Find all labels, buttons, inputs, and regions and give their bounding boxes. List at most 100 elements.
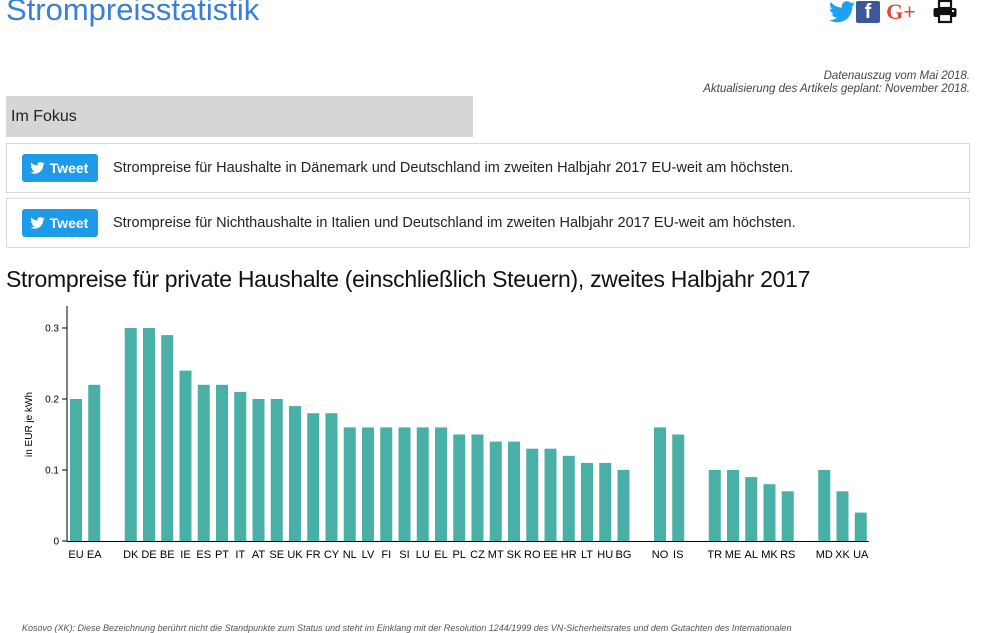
category-label: FI <box>381 549 391 561</box>
bar-be <box>161 335 174 541</box>
bar-mk <box>763 484 776 541</box>
tweet-button-label: Tweet <box>49 215 89 231</box>
category-label: BE <box>160 549 175 561</box>
google-plus-icon[interactable]: G+ <box>886 0 916 24</box>
category-label: NL <box>343 549 357 561</box>
fokus-item: Tweet Strompreise für Nichthaushalte in … <box>6 198 970 248</box>
twitter-bird-icon <box>29 162 45 174</box>
bar-md <box>818 470 831 541</box>
bar-eu <box>70 399 82 541</box>
category-label: LU <box>416 549 430 561</box>
bar-xk <box>836 491 849 541</box>
bar-pl <box>453 434 466 541</box>
category-label: HU <box>597 549 613 561</box>
tweet-button[interactable]: Tweet <box>22 154 98 182</box>
page-title: Strompreisstatistik <box>6 0 260 27</box>
bar-ua <box>854 512 867 541</box>
category-label: HR <box>561 549 577 561</box>
y-tick-label: 0.2 <box>45 395 59 406</box>
social-share-bar: f G+ <box>829 0 959 24</box>
bar-cy <box>325 413 338 541</box>
bar-mt <box>489 441 502 541</box>
category-label: TR <box>707 549 722 561</box>
bar-me <box>727 470 739 541</box>
bar-si <box>398 427 411 541</box>
facebook-icon[interactable]: f <box>856 1 880 23</box>
category-label: SE <box>269 549 284 561</box>
meta-extract-date: Datenauszug vom Mai 2018. <box>823 70 970 82</box>
category-label: IE <box>180 549 190 561</box>
category-label: PL <box>453 549 466 561</box>
fokus-heading: Im Fokus <box>6 96 473 137</box>
fokus-item-text: Strompreise für Nichthaushalte in Italie… <box>113 215 796 231</box>
bar-sk <box>508 441 520 541</box>
category-label: MD <box>816 549 833 561</box>
bar-cz <box>471 434 484 541</box>
bar-at <box>252 399 265 541</box>
category-label: IT <box>235 549 245 561</box>
category-label: DE <box>141 549 156 561</box>
bar-ee <box>544 448 557 541</box>
bar-hr <box>562 455 575 541</box>
fokus-item-text: Strompreise für Haushalte in Dänemark un… <box>113 160 794 176</box>
bar-es <box>197 384 210 541</box>
category-label: RS <box>780 549 795 561</box>
bar-ie <box>179 370 192 541</box>
category-label: CZ <box>470 549 485 561</box>
category-label: EL <box>434 549 447 561</box>
data-extract-info: Datenauszug vom Mai 2018. Aktualisierung… <box>703 70 970 96</box>
bar-lv <box>362 427 374 541</box>
bar-nl <box>343 427 356 541</box>
bar-lu <box>416 427 429 541</box>
bar-rs <box>781 491 794 541</box>
bar-hu <box>599 462 612 541</box>
bar-se <box>270 399 283 541</box>
category-label: NO <box>652 549 669 561</box>
twitter-bird-icon <box>29 217 45 229</box>
category-label: BG <box>616 549 632 561</box>
y-tick-label: 0 <box>53 537 59 548</box>
bar-uk <box>289 406 301 541</box>
twitter-icon[interactable] <box>829 1 855 23</box>
bar-tr <box>708 470 721 541</box>
category-label: AL <box>745 549 758 561</box>
category-label: LT <box>581 549 593 561</box>
print-icon[interactable] <box>931 0 959 24</box>
category-label: MT <box>488 549 504 561</box>
bar-ro <box>526 448 539 541</box>
category-label: UA <box>853 549 869 561</box>
bar-dk <box>124 328 137 541</box>
y-tick-label: 0.3 <box>45 324 59 335</box>
bar-pt <box>216 384 228 541</box>
chart-title: Strompreise für private Haushalte (einsc… <box>6 266 811 292</box>
bar-bg <box>617 470 630 541</box>
category-label: MK <box>761 549 778 561</box>
category-label: FR <box>306 549 321 561</box>
category-label: AT <box>252 549 266 561</box>
bar-fr <box>307 413 320 541</box>
category-label: EU <box>68 549 83 561</box>
bar-is <box>672 434 685 541</box>
category-label: IS <box>673 549 683 561</box>
price-bar-chart: 0 0.1 0.2 0.3 in EUR je kWh EU EA DK DE BE IE ES PT I… <box>24 306 869 561</box>
category-label: RO <box>524 549 541 561</box>
category-label: EA <box>87 549 102 561</box>
bar-el <box>435 427 447 541</box>
bar-al <box>745 477 758 541</box>
y-tick-label: 0.1 <box>45 466 59 477</box>
y-axis-title: in EUR je kWh <box>24 392 35 457</box>
bar-it <box>234 391 247 541</box>
category-label: ES <box>196 549 211 561</box>
tweet-button[interactable]: Tweet <box>22 209 98 237</box>
category-label: LV <box>362 549 375 561</box>
tweet-button-label: Tweet <box>49 160 89 176</box>
bar-ea <box>88 384 101 541</box>
category-label: SI <box>399 549 409 561</box>
category-label: ME <box>725 549 742 561</box>
category-label: UK <box>287 549 303 561</box>
bar-de <box>143 328 155 541</box>
bar-fi <box>380 427 393 541</box>
footnote: Kosovo (XK): Diese Bezeichnung berührt n… <box>22 623 792 633</box>
category-label: XK <box>835 549 850 561</box>
bar-lt <box>581 462 593 541</box>
